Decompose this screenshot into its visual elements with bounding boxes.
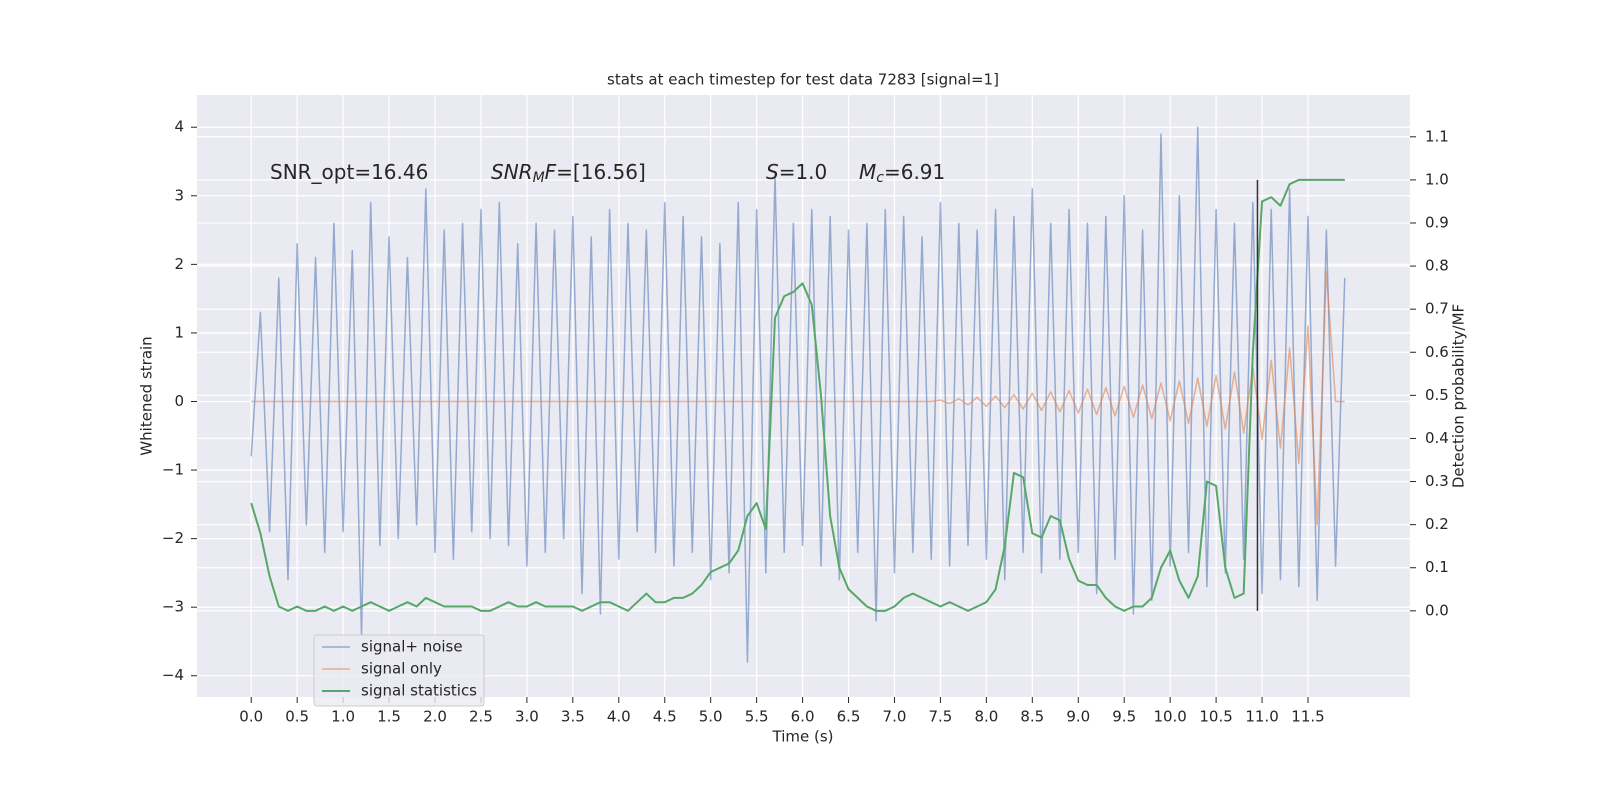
y2-tick-label: 0.7 <box>1425 300 1449 318</box>
y2-tick-label: 1.1 <box>1425 127 1449 145</box>
x-tick-label: 11.0 <box>1245 708 1278 726</box>
x-axis-label: Time (s) <box>772 728 834 746</box>
x-tick-label: 7.5 <box>928 708 952 726</box>
x-tick-label: 9.0 <box>1066 708 1090 726</box>
y2-tick-label: 0.4 <box>1425 429 1449 447</box>
x-tick-label: 5.0 <box>699 708 723 726</box>
annotation: SNRMF=[16.56] <box>491 160 646 187</box>
x-tick-label: 1.0 <box>331 708 355 726</box>
x-tick-label: 2.0 <box>423 708 447 726</box>
x-tick-label: 4.0 <box>607 708 631 726</box>
y2-tick-label: 0.2 <box>1425 515 1449 533</box>
y-tick-label: 2 <box>174 255 184 273</box>
y2-tick-label: 0.0 <box>1425 601 1449 619</box>
x-tick-label: 10.5 <box>1199 708 1232 726</box>
y-tick-label: 3 <box>174 186 184 204</box>
annotation-part: c <box>876 170 884 186</box>
y-axis-label: Whitened strain <box>138 336 156 455</box>
x-tick-label: 11.5 <box>1291 708 1324 726</box>
x-tick-label: 7.0 <box>883 708 907 726</box>
series-line <box>250 126 1346 663</box>
x-tick-label: 0.0 <box>239 708 263 726</box>
y2-tick-label: 0.3 <box>1425 472 1449 490</box>
x-tick-label: 1.5 <box>377 708 401 726</box>
annotation-part: =[16.56] <box>556 160 646 184</box>
annotation-part: M <box>533 170 545 186</box>
y-tick-label: −4 <box>162 666 184 684</box>
annotation-part: SNR <box>491 160 533 184</box>
x-tick-label: 3.0 <box>515 708 539 726</box>
annotation: S=1.0 <box>766 160 827 184</box>
y2-tick-label: 0.9 <box>1425 213 1449 231</box>
legend-label: signal statistics <box>361 682 477 700</box>
y-tick-label: 4 <box>174 118 184 136</box>
x-tick-label: 6.0 <box>791 708 815 726</box>
x-tick-label: 6.5 <box>837 708 861 726</box>
x-tick-label: 3.5 <box>561 708 585 726</box>
annotation-part: =1.0 <box>779 160 828 184</box>
series-line <box>250 178 1345 612</box>
x-tick-label: 5.5 <box>745 708 769 726</box>
y2-tick-label: 0.5 <box>1425 386 1449 404</box>
x-tick-label: 8.0 <box>974 708 998 726</box>
y2-tick-label: 0.6 <box>1425 343 1449 361</box>
annotation: Mc=6.91 <box>859 160 945 187</box>
y-tick-label: −3 <box>162 598 184 616</box>
y2-axis-label: Detection probability/MF <box>1450 304 1468 488</box>
x-tick-label: 10.0 <box>1153 708 1186 726</box>
x-tick-label: 4.5 <box>653 708 677 726</box>
annotation: SNR_opt=16.46 <box>270 160 428 184</box>
y2-tick-label: 1.0 <box>1425 170 1449 188</box>
y-tick-label: 0 <box>174 392 184 410</box>
annotation-part: M <box>859 160 876 184</box>
legend: signal+ noise signal only signal statistic… <box>313 634 485 707</box>
x-tick-label: 0.5 <box>285 708 309 726</box>
series-line <box>251 270 1345 526</box>
x-tick-label: 8.5 <box>1020 708 1044 726</box>
y-tick-label: −1 <box>162 461 184 479</box>
y-tick-label: 1 <box>174 323 184 341</box>
legend-label: signal+ noise <box>361 638 463 656</box>
y2-tick-label: 0.8 <box>1425 257 1449 275</box>
chart-title: stats at each timestep for test data 728… <box>607 71 999 89</box>
annotation-part: S <box>766 160 779 184</box>
legend-label: signal only <box>361 660 442 678</box>
annotation-part: SNR_opt=16.46 <box>270 160 428 184</box>
legend-box <box>313 634 485 707</box>
annotation-part: F <box>545 160 557 184</box>
y-tick-label: −2 <box>162 529 184 547</box>
y2-tick-label: 0.1 <box>1425 558 1449 576</box>
annotation-part: =6.91 <box>884 160 945 184</box>
x-tick-label: 9.5 <box>1112 708 1136 726</box>
x-tick-label: 2.5 <box>469 708 493 726</box>
